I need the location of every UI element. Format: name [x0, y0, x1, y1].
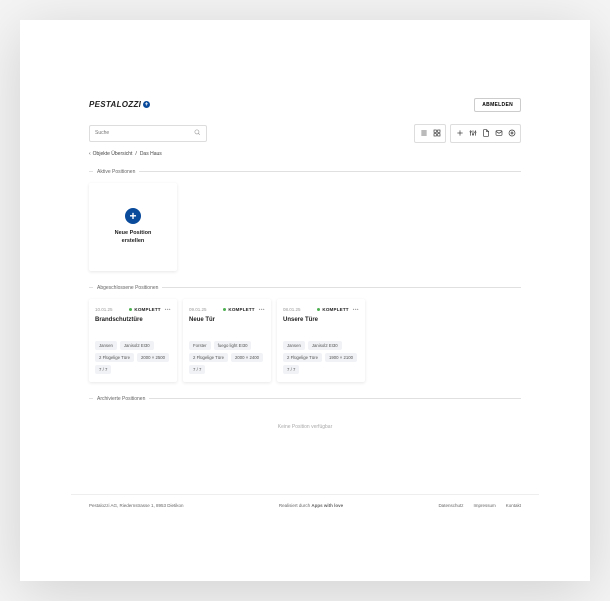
position-title: Unsere Türe	[283, 317, 359, 323]
position-title: Neue Tür	[189, 317, 265, 323]
new-position-label: Neue Position erstellen	[115, 230, 152, 244]
footer-address: Pestalozzi AG, Riedernstrasse 1, 8953 Di…	[89, 503, 184, 508]
search-box[interactable]	[89, 125, 207, 142]
footer: Pestalozzi AG, Riedernstrasse 1, 8953 Di…	[71, 494, 539, 516]
position-date: 10.01.25	[95, 307, 113, 312]
logout-button[interactable]: ABMELDEN	[474, 98, 521, 112]
more-icon[interactable]: •••	[165, 307, 171, 312]
tag: Jansen	[283, 341, 305, 350]
more-icon[interactable]: •••	[353, 307, 359, 312]
more-icon[interactable]: •••	[259, 307, 265, 312]
header: PESTALOZZI + ABMELDEN	[89, 98, 521, 112]
status-dot-icon	[129, 308, 132, 311]
section-closed-header: Abgeschlossene Positionen	[89, 285, 521, 291]
mail-icon[interactable]	[492, 127, 505, 140]
status-dot-icon	[317, 308, 320, 311]
position-date: 09.01.25	[189, 307, 207, 312]
tag: 7 / 7	[95, 365, 111, 374]
position-status: KOMPLETT	[129, 307, 160, 312]
icon-bar	[414, 124, 521, 143]
closed-cards: 10.01.25 KOMPLETT ••• Brandschutztüre Jansen…	[89, 299, 521, 382]
toolbar	[89, 124, 521, 143]
tag: fuego light EI30	[214, 341, 252, 350]
footer-links: Datenschutz Impressum Kontakt	[438, 503, 521, 508]
tag: 7 / 7	[189, 365, 205, 374]
search-icon	[194, 129, 201, 138]
add-icon[interactable]	[453, 127, 466, 140]
section-archived-title: Archivierte Positionen	[97, 396, 145, 402]
tag: 7 / 7	[283, 365, 299, 374]
position-card[interactable]: 08.01.25 KOMPLETT ••• Unsere Türe JansenJani…	[277, 299, 365, 382]
breadcrumb-separator: /	[135, 151, 136, 157]
position-tags: JansenJanisol2 EI30 2 Flügelige Türe1900 …	[283, 341, 359, 374]
tag: 1900 × 2100	[325, 353, 357, 362]
tag: 2 Flügelige Türe	[95, 353, 134, 362]
position-status: KOMPLETT	[223, 307, 254, 312]
section-active-title: Aktive Positionen	[97, 169, 135, 175]
app-frame: PESTALOZZI + ABMELDEN	[71, 86, 539, 516]
list-view-icon[interactable]	[417, 127, 430, 140]
breadcrumb-parent[interactable]: Objekte Übersicht	[93, 151, 133, 157]
tag: 2000 × 2400	[231, 353, 263, 362]
position-date: 08.01.25	[283, 307, 301, 312]
breadcrumb-current: Das Haus	[140, 151, 162, 157]
tag: Jansen	[95, 341, 117, 350]
footer-credit: Realisiert durch Apps with love	[279, 503, 343, 508]
plus-icon: +	[143, 101, 150, 108]
new-position-card[interactable]: + Neue Position erstellen	[89, 183, 177, 271]
grid-view-icon[interactable]	[430, 127, 443, 140]
tag: 2 Flügelige Türe	[189, 353, 228, 362]
footer-link[interactable]: Kontakt	[506, 503, 521, 508]
tag: 2 Flügelige Türe	[283, 353, 322, 362]
position-card[interactable]: 09.01.25 KOMPLETT ••• Neue Tür Forsterfuego …	[183, 299, 271, 382]
document-icon[interactable]	[479, 127, 492, 140]
share-icon[interactable]	[505, 127, 518, 140]
status-dot-icon	[223, 308, 226, 311]
archived-empty-message: Keine Position verfügbar	[89, 410, 521, 448]
section-closed-title: Abgeschlossene Positionen	[97, 285, 158, 291]
tag: 2000 × 2500	[137, 353, 169, 362]
tag: Janisol2 EI30	[308, 341, 342, 350]
brand-logo: PESTALOZZI +	[89, 100, 150, 109]
tag: Janisol2 EI30	[120, 341, 154, 350]
settings-icon[interactable]	[466, 127, 479, 140]
active-cards: + Neue Position erstellen	[89, 183, 521, 271]
brand-name: PESTALOZZI	[89, 100, 141, 109]
position-status: KOMPLETT	[317, 307, 348, 312]
chevron-left-icon: ‹	[89, 151, 91, 157]
position-card[interactable]: 10.01.25 KOMPLETT ••• Brandschutztüre Jansen…	[89, 299, 177, 382]
tag: Forster	[189, 341, 211, 350]
search-input[interactable]	[95, 130, 194, 136]
footer-link[interactable]: Impressum	[473, 503, 495, 508]
plus-circle-icon: +	[125, 208, 141, 224]
position-tags: JansenJanisol2 EI30 2 Flügelige Türe2000 …	[95, 341, 171, 374]
breadcrumb[interactable]: ‹ Objekte Übersicht / Das Haus	[89, 151, 521, 157]
position-tags: Forsterfuego light EI30 2 Flügelige Türe2…	[189, 341, 265, 374]
section-archived-header: Archivierte Positionen	[89, 396, 521, 402]
position-title: Brandschutztüre	[95, 317, 171, 323]
section-active-header: Aktive Positionen	[89, 169, 521, 175]
footer-link[interactable]: Datenschutz	[438, 503, 463, 508]
